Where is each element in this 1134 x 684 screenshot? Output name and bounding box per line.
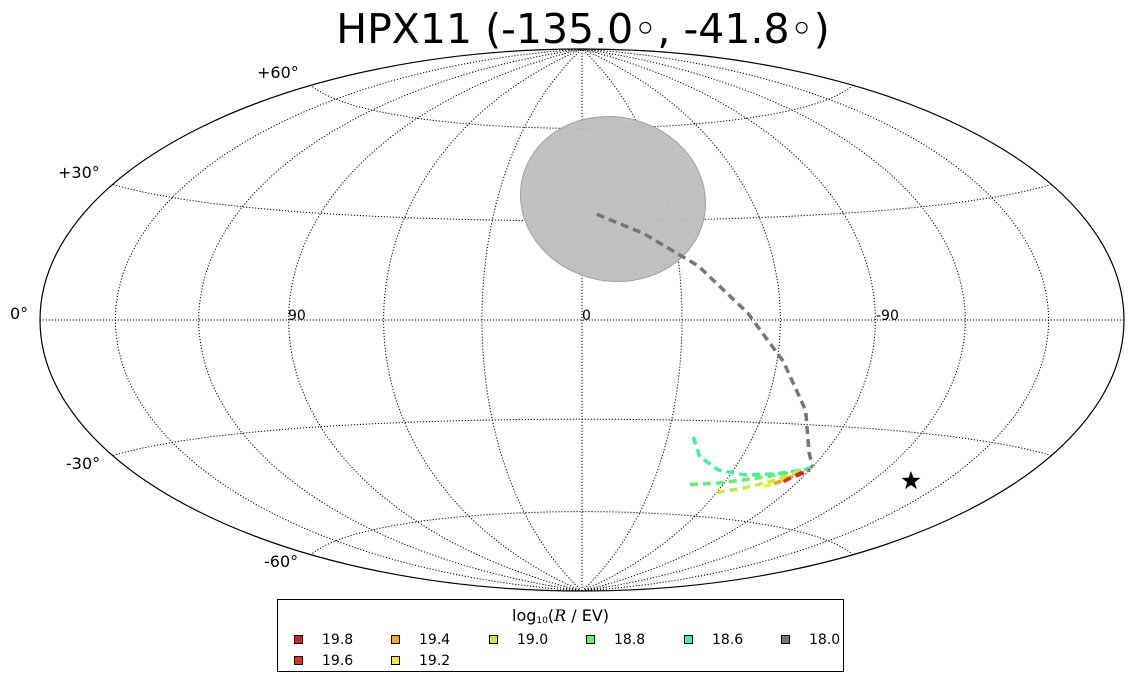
track-18.6 [691, 436, 814, 477]
lat-label-minus60: -60° [264, 552, 299, 571]
legend-swatch [781, 635, 790, 644]
legend-swatch [294, 635, 303, 644]
parallel-line [112, 418, 1052, 456]
parallel-line [310, 511, 854, 556]
trajectory-tracks [596, 212, 815, 495]
track-18.0 [596, 212, 815, 468]
meridian-line [383, 48, 583, 592]
meridian-line [581, 48, 876, 592]
legend: log10(R / EV) 19.8 19.6 19.4 19.2 19.0 1… [277, 599, 844, 672]
parallel-line [310, 84, 854, 129]
track-19.0 [716, 467, 806, 495]
lat-label-plus60: +60° [257, 63, 299, 82]
source-star-icon [901, 471, 921, 490]
map-border [39, 48, 1125, 592]
lat-label-plus30: +30° [58, 163, 100, 182]
track-18.8 [689, 467, 806, 487]
map-title: HPX11 (-135.0◦, -41.8◦) [336, 5, 830, 53]
star-marker [901, 471, 921, 490]
lon-label-minus90: -90 [876, 308, 899, 324]
region-shape [519, 115, 707, 283]
sky-map [39, 48, 1125, 592]
map-outline [39, 48, 1125, 592]
meridian-line [198, 48, 583, 592]
legend-swatch [586, 635, 595, 644]
track-19.6 [782, 468, 808, 484]
lon-label-90: 90 [288, 308, 306, 324]
legend-swatch [294, 656, 303, 665]
meridian-line [114, 48, 583, 592]
legend-swatch [391, 656, 400, 665]
legend-swatch [391, 635, 400, 644]
meridian-line [288, 48, 583, 592]
legend-swatch [489, 635, 498, 644]
meridian-line [481, 48, 583, 592]
source-region [519, 115, 707, 283]
lat-label-minus30: -30° [66, 454, 101, 473]
track-19.8 [795, 468, 811, 478]
lat-label-0: 0° [10, 304, 29, 323]
lon-label-0: 0 [582, 308, 591, 324]
legend-swatch [684, 635, 693, 644]
legend-title: log10(R / EV) [512, 606, 609, 626]
